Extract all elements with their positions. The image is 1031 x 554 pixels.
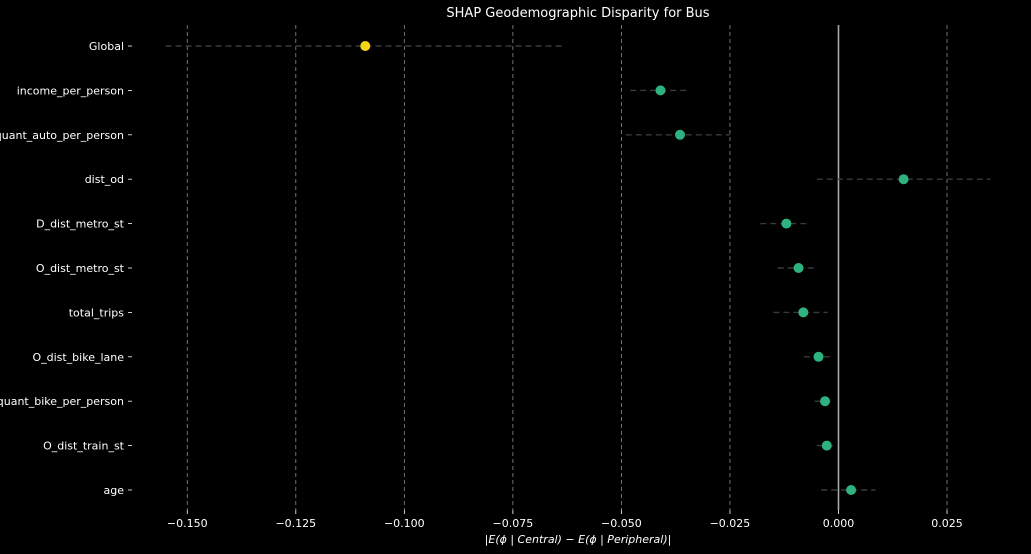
y-tick-labels: Global income_per_person quant_auto_per_pe… — [0, 40, 132, 497]
feature-point — [820, 396, 831, 407]
x-tick-label: −0.075 — [493, 517, 534, 530]
global-point — [360, 41, 371, 51]
x-tick-label: −0.125 — [275, 517, 316, 530]
feature-point — [898, 174, 909, 185]
x-tick-labels: −0.150 −0.125 −0.100 −0.075 −0.050 −0.025 0.00… — [167, 510, 963, 530]
x-tick-label: −0.025 — [710, 517, 751, 530]
y-tick-label: dist_od — [85, 173, 124, 186]
feature-point — [813, 351, 824, 362]
feature-point — [793, 263, 804, 273]
x-tick-label: −0.150 — [167, 517, 208, 530]
y-tick-label: total_trips — [69, 306, 125, 319]
y-tick-label: quant_bike_per_person — [0, 395, 124, 408]
chart-title: SHAP Geodemographic Disparity for Bus — [446, 6, 709, 21]
x-tick-label: 0.000 — [823, 517, 855, 530]
feature-point — [846, 485, 857, 495]
x-axis-label: |E(ϕ | Central) − E(ϕ | Peripheral)| — [485, 533, 672, 546]
y-tick-label: D_dist_metro_st — [36, 218, 125, 231]
feature-point — [655, 85, 666, 96]
y-tick-label: O_dist_bike_lane — [32, 351, 124, 364]
y-tick-label: Global — [89, 40, 124, 53]
y-tick-label: quant_auto_per_person — [0, 129, 124, 142]
feature-point — [781, 218, 792, 229]
feature-point — [798, 307, 809, 318]
feature-point — [821, 440, 832, 451]
y-tick-label: O_dist_metro_st — [36, 262, 125, 275]
x-tick-label: 0.025 — [931, 517, 963, 530]
data-points — [360, 41, 909, 495]
feature-point — [675, 129, 686, 140]
y-tick-label: age — [104, 484, 125, 497]
x-tick-label: −0.050 — [601, 517, 642, 530]
y-tick-label: O_dist_train_st — [43, 440, 125, 453]
x-tick-label: −0.100 — [384, 517, 425, 530]
y-tick-label: income_per_person — [17, 84, 124, 97]
